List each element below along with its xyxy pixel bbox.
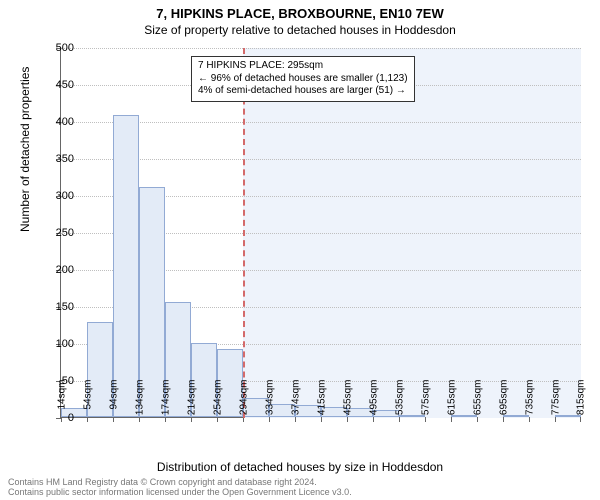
gridline [61,159,581,160]
y-tick-label: 150 [34,301,74,313]
x-tick-label: 695sqm [499,380,510,430]
y-tick-label: 200 [34,264,74,276]
chart-title-main: 7, HIPKINS PLACE, BROXBOURNE, EN10 7EW [0,0,600,21]
y-tick-label: 100 [34,338,74,350]
x-tick-label: 54sqm [82,380,93,430]
gridline [61,122,581,123]
y-axis-label: Number of detached properties [18,67,32,232]
x-tick-label: 94sqm [108,380,119,430]
x-tick-label: 455sqm [343,380,354,430]
x-tick-label: 214sqm [186,380,197,430]
x-tick-label: 655sqm [473,380,484,430]
x-tick-label: 775sqm [551,380,562,430]
x-axis-label: Distribution of detached houses by size … [0,460,600,474]
chart-title-sub: Size of property relative to detached ho… [0,21,600,37]
x-tick-label: 535sqm [395,380,406,430]
y-tick-label: 50 [34,375,74,387]
gridline [61,48,581,49]
footer-line-2: Contains public sector information licen… [8,488,352,498]
x-tick-label: 735sqm [525,380,536,430]
x-tick-label: 615sqm [447,380,458,430]
y-tick-label: 300 [34,190,74,202]
callout-line-1: 7 HIPKINS PLACE: 295sqm [198,60,408,73]
x-tick-label: 815sqm [576,380,587,430]
x-tick-label: 374sqm [290,380,301,430]
y-tick-label: 400 [34,116,74,128]
callout-line-3: 4% of semi-detached houses are larger (5… [198,85,408,98]
x-tick-label: 575sqm [421,380,432,430]
y-tick-label: 0 [34,412,74,424]
x-tick-label: 174sqm [160,380,171,430]
callout-box: 7 HIPKINS PLACE: 295sqm← 96% of detached… [191,56,415,102]
x-tick-label: 14sqm [57,380,68,430]
plot-area: 7 HIPKINS PLACE: 295sqm← 96% of detached… [60,48,580,418]
x-tick-label: 415sqm [317,380,328,430]
x-tick-label: 134sqm [134,380,145,430]
y-tick-label: 250 [34,227,74,239]
x-tick-label: 294sqm [238,380,249,430]
chart-area: 7 HIPKINS PLACE: 295sqm← 96% of detached… [60,48,580,418]
y-tick-label: 500 [34,42,74,54]
subject-marker-line [243,48,245,418]
callout-line-2: ← 96% of detached houses are smaller (1,… [198,73,408,86]
x-tick-label: 254sqm [212,380,223,430]
x-tick-label: 495sqm [369,380,380,430]
footer-attribution: Contains HM Land Registry data © Crown c… [8,478,352,498]
y-tick-label: 350 [34,153,74,165]
histogram-bar [113,115,139,417]
x-tick-label: 334sqm [264,380,275,430]
y-tick-label: 450 [34,79,74,91]
